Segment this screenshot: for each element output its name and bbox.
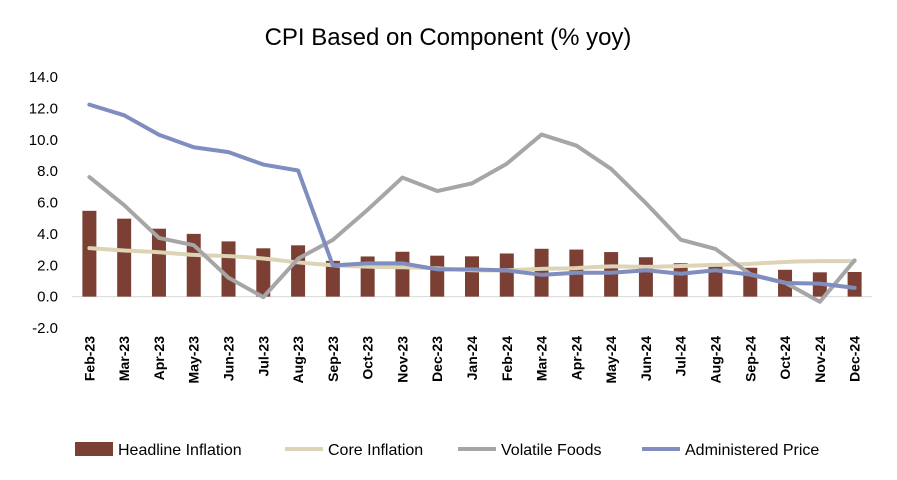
y-tick-label: -2.0 (32, 320, 58, 337)
volatile-foods-line (87, 132, 857, 304)
series-lines (87, 102, 857, 304)
x-tick-label: Apr-24 (568, 336, 584, 381)
headline-inflation-bar (395, 251, 410, 297)
legend-label-administered-price: Administered Price (685, 442, 819, 459)
y-tick-label: 10.0 (29, 132, 58, 149)
headline-inflation-bar (117, 218, 132, 297)
chart-title: CPI Based on Component (% yoy) (265, 24, 632, 51)
x-tick-label: Dec-23 (429, 336, 445, 382)
x-tick-label: Feb-24 (499, 336, 515, 381)
legend-label-core-inflation: Core Inflation (328, 442, 423, 459)
y-tick-label: 6.0 (37, 195, 58, 212)
x-tick-label: Mar-23 (116, 336, 132, 381)
legend: Headline Inflation Core Inflation Volatile… (75, 442, 819, 459)
headline-inflation-bar (638, 257, 653, 297)
headline-inflation-bar (151, 228, 166, 297)
legend-swatch-headline-inflation (75, 442, 113, 456)
y-tick-label: 14.0 (29, 69, 58, 86)
x-tick-label: Jun-23 (221, 336, 237, 381)
x-axis: Feb-23 Mar-23 Apr-23 May-23 Jun-23 Jul-23 Aug-… (81, 336, 862, 384)
x-tick-label: Oct-23 (360, 336, 376, 380)
headline-inflation-bar (291, 245, 306, 297)
y-axis: 14.0 12.0 10.0 8.0 6.0 4.0 2.0 0.0 -2.0 (29, 69, 58, 337)
headline-inflation-bar (82, 210, 97, 297)
x-tick-label: Jun-24 (638, 336, 654, 381)
x-tick-label: Oct-24 (777, 336, 793, 380)
headline-inflation-bar (325, 260, 340, 297)
x-tick-label: Dec-24 (847, 336, 863, 382)
y-tick-label: 2.0 (37, 257, 58, 274)
y-tick-label: 12.0 (29, 100, 58, 117)
x-tick-label: Nov-23 (394, 336, 410, 383)
y-tick-label: 8.0 (37, 163, 58, 180)
headline-inflation-bar (847, 271, 862, 297)
legend-label-headline-inflation: Headline Inflation (118, 442, 242, 459)
headline-inflation-bar (430, 255, 445, 297)
headline-inflation-bar (499, 253, 514, 297)
headline-inflation-bar (465, 256, 479, 297)
x-tick-label: Sep-24 (742, 336, 758, 382)
administered-price-line (87, 102, 857, 290)
headline-inflation-bar (534, 248, 549, 297)
x-tick-label: Feb-23 (81, 336, 97, 381)
x-tick-label: Aug-24 (707, 336, 723, 384)
x-tick-label: Jan-24 (464, 336, 480, 381)
y-tick-label: 0.0 (37, 289, 58, 306)
x-tick-label: Jul-24 (673, 336, 689, 377)
y-tick-label: 4.0 (37, 226, 58, 243)
x-tick-label: May-24 (603, 336, 619, 384)
x-tick-label: Jul-23 (255, 336, 271, 377)
x-tick-label: Mar-24 (534, 336, 550, 381)
x-tick-label: Apr-23 (151, 336, 167, 381)
headline-inflation-bar (221, 241, 236, 297)
x-tick-label: Sep-23 (325, 336, 341, 382)
x-tick-label: Aug-23 (290, 336, 306, 384)
legend-label-volatile-foods: Volatile Foods (501, 442, 602, 459)
headline-inflation-bar (673, 263, 688, 297)
x-tick-label: May-23 (186, 336, 202, 384)
x-tick-label: Nov-24 (812, 336, 828, 383)
